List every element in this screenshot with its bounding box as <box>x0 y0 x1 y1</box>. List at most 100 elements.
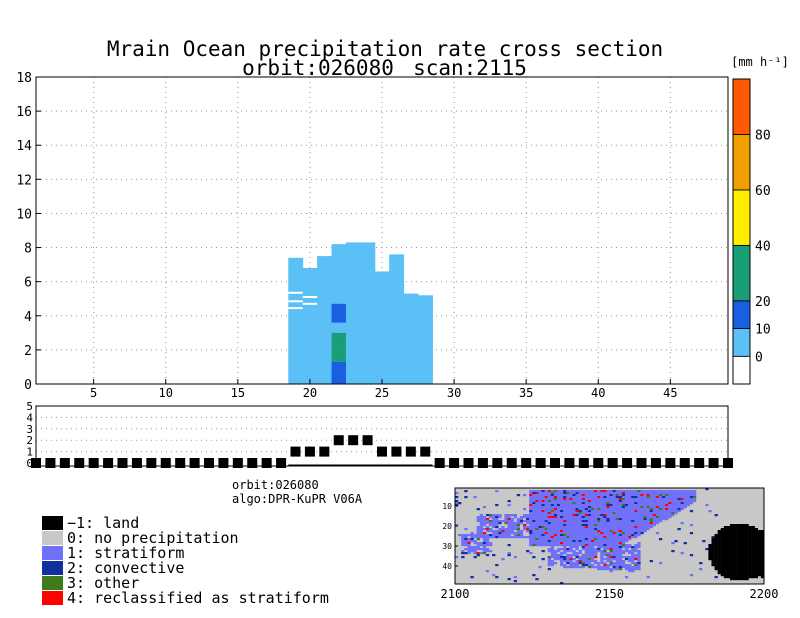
swath-cell <box>733 528 737 531</box>
swath-cell <box>495 564 499 567</box>
swath-cell <box>652 522 657 525</box>
swath-cell <box>581 554 585 557</box>
swath-cell <box>745 530 749 533</box>
swath-cell <box>600 538 604 541</box>
flag-marker <box>434 458 445 468</box>
swath-cell <box>581 564 585 567</box>
swath-cell <box>612 518 616 521</box>
swath-cell <box>569 546 573 549</box>
swath-cell <box>547 504 551 507</box>
swath-cell <box>572 552 576 555</box>
swath-cell <box>495 576 499 579</box>
swath-cell <box>479 526 484 529</box>
swath-cell <box>532 490 536 493</box>
swath-cell <box>760 544 765 547</box>
swath-cell <box>495 534 499 537</box>
swath-cell <box>556 490 561 493</box>
swath-cell <box>606 560 610 563</box>
swath-cell <box>736 528 740 531</box>
swath-cell <box>618 502 623 505</box>
swath-cell <box>733 576 737 579</box>
swath-cell <box>553 536 558 539</box>
swath-cell <box>742 576 746 579</box>
swath-cell <box>492 522 496 525</box>
swath-cell <box>742 542 746 545</box>
swath-cell <box>587 510 592 513</box>
flag-marker <box>650 458 661 468</box>
swath-cell <box>547 500 551 503</box>
swath-cell <box>479 522 484 525</box>
swath-cell <box>510 520 514 523</box>
swath-cell <box>455 524 459 527</box>
swath-cell <box>550 498 555 501</box>
swath-cell <box>714 552 718 555</box>
swath-cell <box>538 544 542 547</box>
swath-cell <box>597 568 601 571</box>
swath-cell <box>547 568 551 571</box>
swath-cell <box>708 556 712 559</box>
swath-cell <box>733 560 737 563</box>
swath-cell <box>587 550 592 553</box>
swath-cell <box>522 524 527 527</box>
swath-cell <box>624 500 629 503</box>
swath-cell <box>736 564 740 567</box>
swath-cell <box>733 552 737 555</box>
swath-cell <box>609 510 613 513</box>
swath-cell <box>470 576 474 579</box>
swath-cell <box>739 570 743 573</box>
swath-cell <box>606 532 610 535</box>
swath-cell <box>470 548 474 551</box>
swath-cell <box>532 516 536 519</box>
swath-cell <box>742 556 746 559</box>
swath-cell <box>723 566 728 569</box>
swath-cell <box>640 524 644 527</box>
swath-cell <box>479 548 484 551</box>
swath-cell <box>600 524 604 527</box>
swath-cell <box>587 518 592 521</box>
swath-cell <box>745 554 749 557</box>
swath-cell <box>560 542 564 545</box>
swath-cell <box>674 496 678 499</box>
swath-cell <box>526 518 530 521</box>
swath-cell <box>606 542 610 545</box>
swath-cell <box>606 546 610 549</box>
swath-cell <box>535 520 539 523</box>
swath-cell <box>544 516 548 519</box>
swath-cell <box>547 492 551 495</box>
swath-cell <box>541 508 545 511</box>
swath-cell <box>498 532 502 535</box>
swath-cell <box>597 548 601 551</box>
swath-cell <box>538 496 542 499</box>
swath-cell <box>677 508 681 511</box>
swath-cell <box>621 534 626 537</box>
swath-cell <box>584 520 589 523</box>
swath-cell <box>717 544 721 547</box>
swath-cell <box>640 532 644 535</box>
swath-cell <box>748 568 752 571</box>
swath-cell <box>736 534 740 537</box>
swath-cell <box>516 522 521 525</box>
swath-cell <box>606 518 610 521</box>
swath-cell <box>736 530 740 533</box>
swath-cell <box>461 552 465 555</box>
swath-cell <box>745 524 749 527</box>
swath-cell <box>566 516 570 519</box>
swath-cell <box>760 562 765 565</box>
swath-cell <box>615 492 619 495</box>
swath-cell <box>572 520 576 523</box>
swath-cell <box>615 514 619 517</box>
flag-marker <box>319 446 330 457</box>
swath-cell <box>628 492 632 495</box>
swath-cell <box>492 520 496 523</box>
swath-cell <box>575 508 579 511</box>
swath-cell <box>637 566 641 569</box>
swath-cell <box>482 546 487 549</box>
swath-cell <box>566 548 570 551</box>
swath-cell <box>674 492 678 495</box>
swath-cell <box>680 496 684 499</box>
swath-cell <box>560 558 564 561</box>
swath-cell <box>754 544 759 547</box>
swath-cell <box>736 570 740 573</box>
swath-cell <box>458 534 462 537</box>
swath-cell <box>556 536 561 539</box>
